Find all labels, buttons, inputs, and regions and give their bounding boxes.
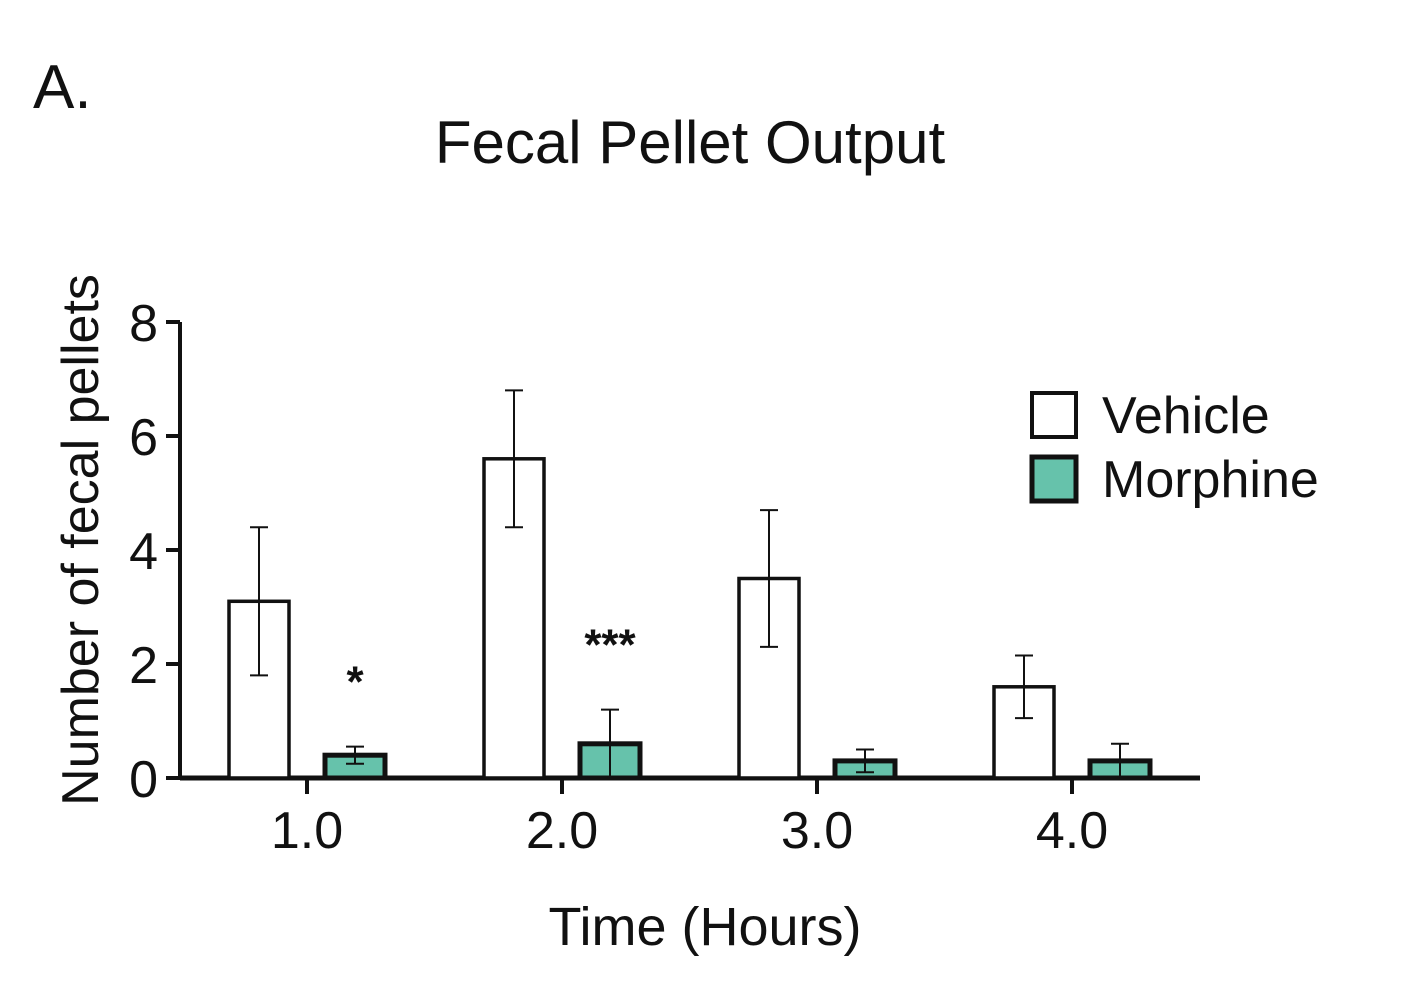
x-tick-label: 4.0 (1036, 802, 1108, 860)
y-tick-label: 4 (129, 523, 158, 581)
legend-label-vehicle: Vehicle (1102, 387, 1270, 445)
x-tick-label: 3.0 (781, 802, 853, 860)
y-tick-label: 6 (129, 409, 158, 467)
y-tick-label: 8 (129, 295, 158, 353)
bar-vehicle (992, 685, 1056, 780)
x-tick-label: 2.0 (526, 802, 598, 860)
legend: Vehicle Morphine (1029, 387, 1319, 509)
x-axis-label: Time (Hours) (548, 897, 861, 957)
significance-marker: * (346, 658, 364, 707)
x-tick-label: 1.0 (271, 802, 343, 860)
chart-title: Fecal Pellet Output (435, 109, 946, 176)
panel-label: A. (33, 53, 92, 122)
y-tick-label: 0 (129, 751, 158, 809)
legend-swatch-vehicle (1030, 391, 1078, 439)
legend-label-morphine: Morphine (1102, 451, 1319, 509)
y-axis-label: Number of fecal pellets (52, 274, 110, 806)
y-tick-label: 2 (129, 637, 158, 695)
significance-marker: *** (584, 621, 636, 670)
legend-swatch-morphine (1029, 454, 1079, 504)
